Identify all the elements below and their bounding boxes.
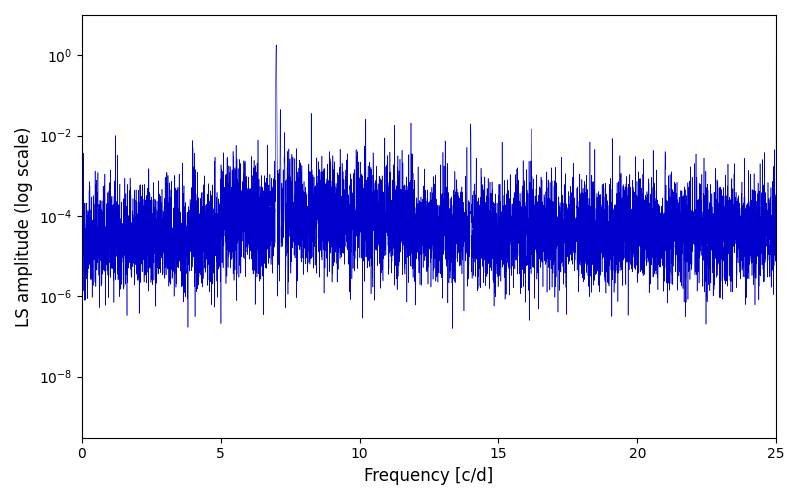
Y-axis label: LS amplitude (log scale): LS amplitude (log scale) <box>15 126 33 326</box>
X-axis label: Frequency [c/d]: Frequency [c/d] <box>364 467 494 485</box>
